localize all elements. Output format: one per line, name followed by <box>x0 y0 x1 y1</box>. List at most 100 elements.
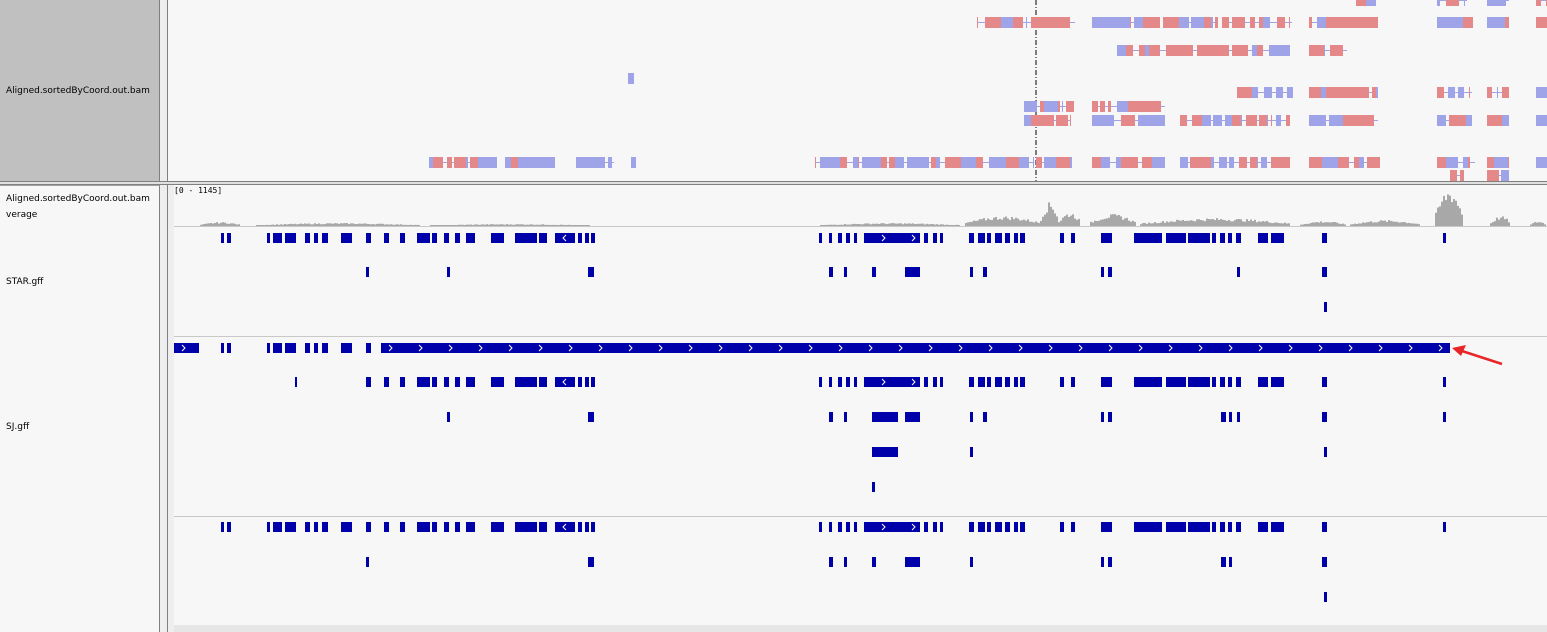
coverage-bar <box>995 217 997 226</box>
coverage-bar <box>1352 224 1354 226</box>
read-block <box>858 157 859 168</box>
read-block <box>1367 157 1380 168</box>
coverage-bar <box>472 224 474 226</box>
read-block <box>1044 157 1056 168</box>
coverage-bar <box>1042 216 1044 226</box>
read-block <box>1149 45 1153 56</box>
feature-track-name-panel[interactable]: Aligned.sortedByCoord.out.bam verage STA… <box>0 185 160 632</box>
feature-block <box>1101 267 1104 277</box>
coverage-bar <box>1076 219 1078 226</box>
feature-block <box>1150 522 1162 532</box>
feature-block <box>1322 522 1327 532</box>
horizontal-scrollbar[interactable] <box>174 625 1547 632</box>
read <box>429 157 497 168</box>
feature-block <box>1150 377 1162 387</box>
feature-data-panel[interactable]: [0 - 1145] <box>168 185 1547 632</box>
read-block <box>815 157 816 168</box>
feature-block <box>1005 233 1010 243</box>
coverage-bar <box>450 225 452 226</box>
read <box>1309 115 1378 126</box>
read-block <box>1464 0 1465 6</box>
coverage-bar <box>1037 222 1039 226</box>
alignment-track-name-panel[interactable]: Aligned.sortedByCoord.out.bam <box>0 0 160 181</box>
coverage-bar <box>993 217 995 226</box>
coverage-bar <box>928 224 930 226</box>
feature-block <box>455 377 460 387</box>
read-block <box>915 157 929 168</box>
coverage-bar <box>1184 220 1186 226</box>
feature-block <box>1324 302 1327 312</box>
alignment-panel: Aligned.sortedByCoord.out.bam <box>0 0 1547 182</box>
coverage-bar <box>954 225 956 226</box>
feature-block <box>1221 557 1226 567</box>
coverage-bar <box>320 224 322 226</box>
feature-block <box>591 233 595 243</box>
panel-divider[interactable] <box>0 181 1547 185</box>
feature-block <box>874 377 920 387</box>
read-block <box>1166 45 1182 56</box>
feature-block <box>978 522 985 532</box>
coverage-peak <box>820 223 960 226</box>
red-arrow-shaft <box>1461 349 1503 366</box>
coverage-bar <box>1210 219 1212 226</box>
read <box>1024 101 1074 112</box>
read-block <box>1052 101 1058 112</box>
feature-block <box>829 377 832 387</box>
feature-block <box>400 522 405 532</box>
read <box>1180 157 1290 168</box>
alignment-data-panel[interactable] <box>168 0 1547 181</box>
red-arrow-head <box>1452 345 1466 356</box>
coverage-bar <box>1224 220 1226 226</box>
coverage-bar <box>1302 224 1304 226</box>
feature-block <box>924 377 928 387</box>
coverage-bar <box>214 223 216 226</box>
feature-block <box>305 343 310 353</box>
coverage-bar <box>586 225 588 226</box>
coverage-bar <box>840 224 842 226</box>
coverage-bar <box>1542 222 1544 226</box>
coverage-bar <box>1372 222 1374 226</box>
feature-block <box>466 233 475 243</box>
feature-block <box>417 377 430 387</box>
coverage-bar <box>404 224 406 226</box>
read-block <box>1134 17 1143 28</box>
coverage-bar <box>430 225 432 226</box>
feature-block <box>578 377 582 387</box>
feature-block <box>1443 377 1446 387</box>
coverage-bar <box>1532 223 1534 226</box>
strand-chevron <box>562 378 567 386</box>
coverage-bar <box>1402 222 1404 226</box>
read-block <box>977 17 978 28</box>
read-block <box>461 157 466 168</box>
coverage-bar <box>1368 221 1370 226</box>
feature-block <box>267 233 270 243</box>
coverage-bar <box>456 225 458 226</box>
coverage-bar <box>442 225 444 226</box>
coverage-bar <box>1274 222 1276 226</box>
coverage-bar <box>506 224 508 226</box>
coverage-track-label-line2: verage <box>6 210 38 220</box>
read-block <box>1222 17 1229 28</box>
coverage-bar <box>1230 221 1232 226</box>
feature-block <box>872 267 876 277</box>
feature-block <box>846 377 850 387</box>
feature-block <box>1271 377 1284 387</box>
coverage-bar <box>380 223 382 226</box>
feature-block <box>1020 233 1025 243</box>
coverage-bar <box>1396 221 1398 226</box>
coverage-bar <box>828 224 830 226</box>
read-block <box>1437 157 1446 168</box>
coverage-bar <box>1374 222 1376 226</box>
coverage-bar <box>950 224 952 226</box>
strand-chevron <box>1258 344 1263 352</box>
coverage-bar <box>482 224 484 226</box>
feature-block <box>1443 233 1446 243</box>
feature-block <box>987 377 991 387</box>
feature-block <box>227 233 231 243</box>
feature-block <box>872 482 875 492</box>
read-block <box>1261 157 1267 168</box>
read-block <box>1353 17 1369 28</box>
strand-chevron <box>911 523 916 531</box>
read-block <box>1360 115 1366 126</box>
feature-block <box>844 412 847 422</box>
